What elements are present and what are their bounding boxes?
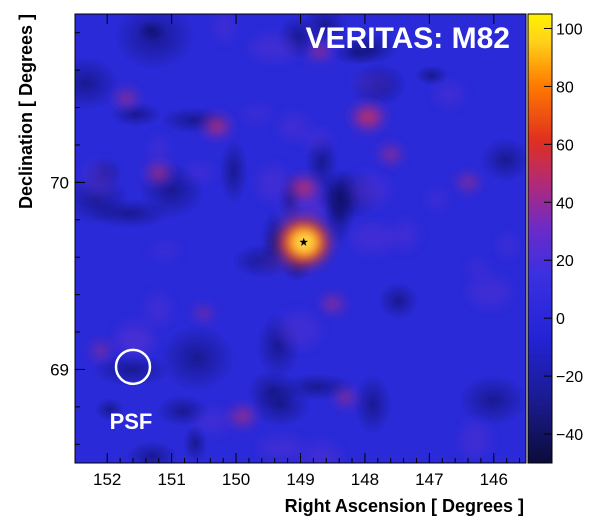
psf-layer: PSF [110,348,153,434]
noise-patch [351,223,397,253]
noise-patch [82,161,114,198]
hotspot [113,87,141,109]
cool-patch [480,138,526,182]
noise-patch [215,14,234,42]
cool-patch [414,65,449,86]
source-star-marker [299,237,308,246]
cool-regions [75,14,526,463]
x-tick-label: 147 [415,470,443,489]
cool-patch [156,395,209,427]
hotspot [200,113,234,139]
x-tick-label: 150 [222,470,250,489]
noise-patch [118,321,153,357]
noise-patch [186,164,213,181]
cool-patch [378,282,419,320]
noise-patch [146,294,170,325]
noise-patch [499,234,517,256]
x-axis-label: Right Ascension [ Degrees ] [285,496,524,516]
noise-patch [279,114,309,139]
cool-patch [332,40,381,66]
noise-patch [150,137,168,164]
noise-patch [303,130,331,149]
hotspot-layer [88,41,481,428]
noise-patch [243,107,272,121]
noise-patch [195,410,231,433]
cool-patch [92,353,171,387]
y-axis: 69 70 [50,32,85,445]
colorbar-tick-label: 40 [556,195,574,212]
skymap-plot: PSF [75,14,526,463]
cool-patch [183,424,208,463]
hotspot [306,41,334,62]
source-layer [299,237,308,246]
noise-patch [152,244,179,258]
hotspot [285,174,322,202]
noise-patch [259,437,304,460]
colorbar-gradient [527,13,553,464]
noise-patch [468,261,488,278]
noise-patch [435,83,463,106]
hotspot [455,172,481,193]
y-axis-label: Declination [ Degrees ] [16,14,36,209]
noise-patch [427,190,447,208]
hotspot [192,304,215,322]
noise-patch [349,174,390,206]
hotspot [88,341,113,360]
colorbar-tick-label: 20 [556,253,574,270]
hotspot [319,293,347,315]
noise-patch [353,75,391,92]
cool-patch [95,397,125,422]
x-tick-label: 151 [157,470,185,489]
hotspot [143,161,174,185]
y-tick-label: 70 [50,173,69,192]
noise-patch [393,221,418,249]
hotspot [332,387,359,408]
x-tick-label: 146 [480,470,508,489]
noise-patch [469,277,511,307]
cool-patch [353,374,392,435]
x-tick-label: 148 [351,470,379,489]
y-tick-label: 69 [50,360,69,379]
cool-patch [219,138,249,204]
x-tick-label: 152 [93,470,121,489]
colorbar-tick-label: 100 [556,21,583,38]
colorbar-tick-label: 80 [556,79,574,96]
noise-patch [249,35,298,61]
cool-patch [458,374,526,426]
colorbar-tick-label: 60 [556,137,574,154]
cool-patch [126,440,178,463]
cool-patch [75,56,120,111]
cool-patch [324,178,354,246]
colorbar-tick-label: −40 [556,427,583,444]
hotspot [377,143,405,165]
noise-patch [460,422,490,457]
chart-title: VERITAS: M82 [306,22,510,55]
psf-circle [114,348,152,386]
x-axis: 152 151 150 149 148 147 146 [93,14,521,489]
colorbar-ticks: 100 80 60 40 20 0 −20 −40 [544,21,583,444]
x-tick-label: 149 [286,470,314,489]
cool-patch [114,14,195,70]
noise-patch [256,166,290,201]
colorbar-tick-label: −20 [556,369,583,386]
cool-patch [159,324,235,392]
cool-patch [136,20,166,42]
colorbar: 100 80 60 40 20 0 −20 −40 [527,13,583,464]
colorbar-tick-label: 0 [556,311,565,328]
psf-label: PSF [110,409,153,434]
hotspot [348,101,388,132]
cool-patch [110,102,162,127]
noise-patch [302,442,339,463]
hotspot [227,404,258,428]
noise-patch [278,312,321,347]
